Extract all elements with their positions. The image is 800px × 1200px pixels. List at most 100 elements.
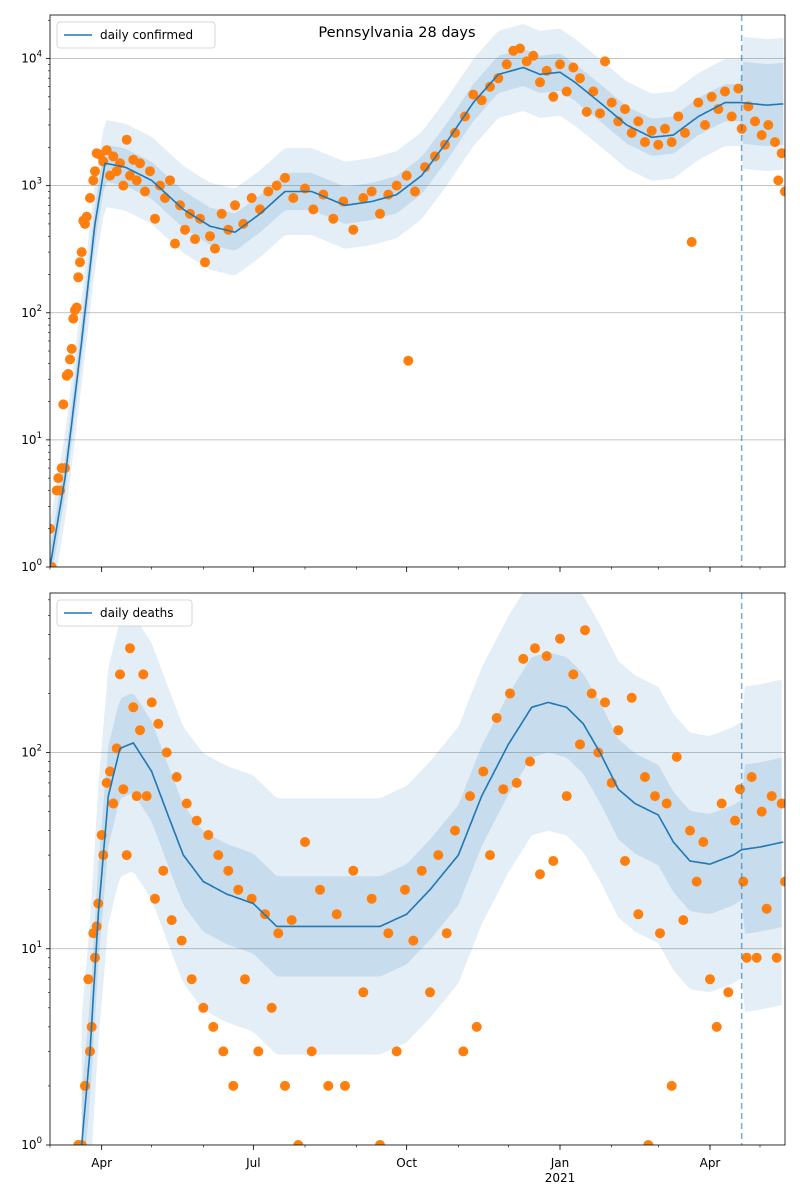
deaths-point <box>108 798 119 809</box>
deaths-point <box>383 928 394 939</box>
confirmed-point <box>50 562 57 567</box>
deaths-point <box>685 825 695 836</box>
confirmed-point <box>776 148 785 159</box>
deaths-point <box>246 893 257 904</box>
deaths-point <box>240 974 250 985</box>
confirmed-legend: daily confirmed <box>56 21 216 49</box>
deaths-point <box>171 772 182 782</box>
deaths-point <box>121 850 132 861</box>
confirmed-point <box>468 89 479 100</box>
deaths-point <box>465 791 475 802</box>
deaths-point <box>366 893 377 904</box>
confirmed-point <box>180 224 190 235</box>
deaths-point <box>131 791 142 802</box>
deaths-point <box>181 798 192 809</box>
deaths-point <box>640 772 650 782</box>
confirmed-point <box>693 97 704 108</box>
confirmed-point <box>98 156 109 167</box>
confirmed-point <box>140 186 150 197</box>
confirmed-point <box>420 162 430 173</box>
deaths-point <box>293 1140 304 1145</box>
confirmed-legend-label: daily confirmed <box>100 28 193 42</box>
deaths-point <box>555 633 565 644</box>
deaths-point <box>138 669 149 680</box>
deaths-point <box>306 1046 317 1057</box>
deaths-point <box>115 669 125 680</box>
confirmed-point <box>750 116 760 127</box>
confirmed-point <box>200 257 210 268</box>
confirmed-point <box>720 86 730 97</box>
deaths-point <box>498 784 509 795</box>
confirmed-point <box>521 56 532 67</box>
confirmed-point <box>568 62 579 73</box>
confirmed-point <box>476 95 487 106</box>
deaths-point <box>266 1002 277 1013</box>
deaths-point <box>150 893 160 904</box>
confirmed-point <box>770 137 780 148</box>
confirmed-point <box>653 139 664 150</box>
confirmed-point <box>773 175 784 186</box>
deaths-point <box>655 928 665 939</box>
deaths-point <box>186 974 197 985</box>
confirmed-point <box>588 86 599 97</box>
deaths-point <box>198 1002 209 1013</box>
deaths-point <box>691 876 702 887</box>
confirmed-point <box>90 166 100 177</box>
confirmed-point <box>375 208 385 219</box>
confirmed-point <box>640 137 650 148</box>
deaths-point <box>723 987 734 998</box>
confirmed-point <box>673 111 684 122</box>
deaths-point <box>161 747 172 758</box>
deaths-point <box>348 865 359 876</box>
confirmed-point <box>700 120 710 130</box>
deaths-point <box>620 856 630 866</box>
confirmed-panel: 100 101 102 103 104 daily confirmed <box>21 14 786 574</box>
deaths-point <box>158 865 169 876</box>
confirmed-point <box>271 180 282 191</box>
confirmed-point <box>63 369 74 379</box>
confirmed-point <box>561 86 572 97</box>
deaths-point <box>561 791 572 802</box>
deaths-point <box>626 692 637 703</box>
confirmed-point <box>238 218 249 229</box>
confirmed-point <box>358 193 369 203</box>
confirmed-point <box>85 193 95 203</box>
confirmed-point <box>626 127 637 138</box>
confirmed-point <box>756 130 767 141</box>
confirmed-point <box>780 186 785 197</box>
confirmed-point <box>493 73 504 84</box>
confirmed-point <box>73 272 84 283</box>
deaths-point <box>716 798 727 809</box>
confirmed-band-1 <box>50 24 784 567</box>
confirmed-point <box>190 234 200 245</box>
deaths-point <box>80 1080 90 1091</box>
confirmed-point <box>600 56 610 67</box>
confirmed-point <box>391 180 402 191</box>
deaths-y-tick-label: 102 <box>21 744 42 760</box>
confirmed-axes-frame <box>49 14 786 568</box>
x-tick-label: Oct <box>396 1156 417 1170</box>
confirmed-point <box>366 186 377 197</box>
confirmed-point <box>726 111 737 122</box>
confirmed-point <box>595 108 605 119</box>
deaths-point <box>580 625 590 636</box>
confirmed-point <box>485 81 495 92</box>
deaths-point <box>450 825 460 836</box>
confirmed-point <box>88 175 99 186</box>
confirmed-point <box>71 302 82 313</box>
confirmed-model-line <box>50 66 784 567</box>
deaths-plot-area <box>50 593 785 1145</box>
deaths-point <box>741 952 752 963</box>
confirmed-point <box>401 170 412 181</box>
deaths-point <box>391 1046 402 1057</box>
deaths-point <box>208 1021 219 1032</box>
deaths-point <box>746 772 757 782</box>
deaths-point <box>213 850 224 861</box>
deaths-point <box>535 869 545 880</box>
confirmed-point <box>660 123 670 134</box>
confirmed-point <box>50 523 55 534</box>
deaths-point <box>176 935 187 946</box>
deaths-point <box>286 915 297 926</box>
deaths-point <box>315 884 325 895</box>
